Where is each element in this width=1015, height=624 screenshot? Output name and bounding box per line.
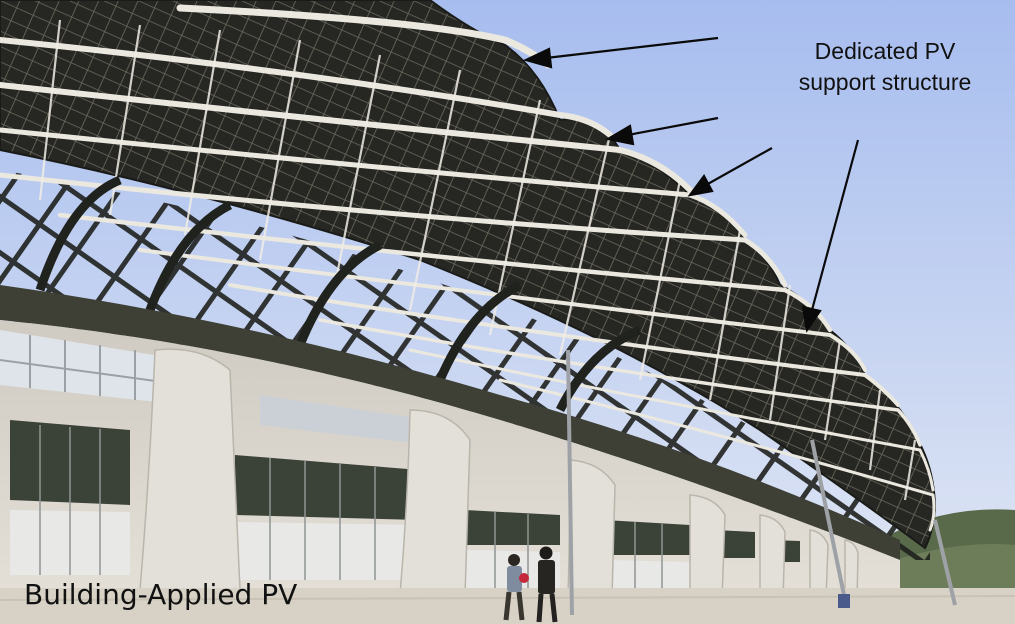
image-caption: Building-Applied PV xyxy=(24,578,298,611)
arrow-3 xyxy=(687,147,773,197)
arrow-1 xyxy=(522,36,719,69)
pv-support-label: Dedicated PV support structure xyxy=(760,36,1010,98)
arrow-4 xyxy=(801,139,860,333)
annotation-arrows xyxy=(522,36,860,333)
lamp-posts xyxy=(566,349,957,616)
pv-roof xyxy=(0,0,935,548)
pv-support-label-line2: support structure xyxy=(798,69,972,95)
arch-supports xyxy=(35,175,642,413)
pv-support-tubes xyxy=(0,4,936,532)
pv-support-label-line1: Dedicated PV xyxy=(814,38,956,64)
people xyxy=(503,546,558,623)
arrow-2 xyxy=(604,116,719,146)
facade-roofline xyxy=(0,285,900,560)
